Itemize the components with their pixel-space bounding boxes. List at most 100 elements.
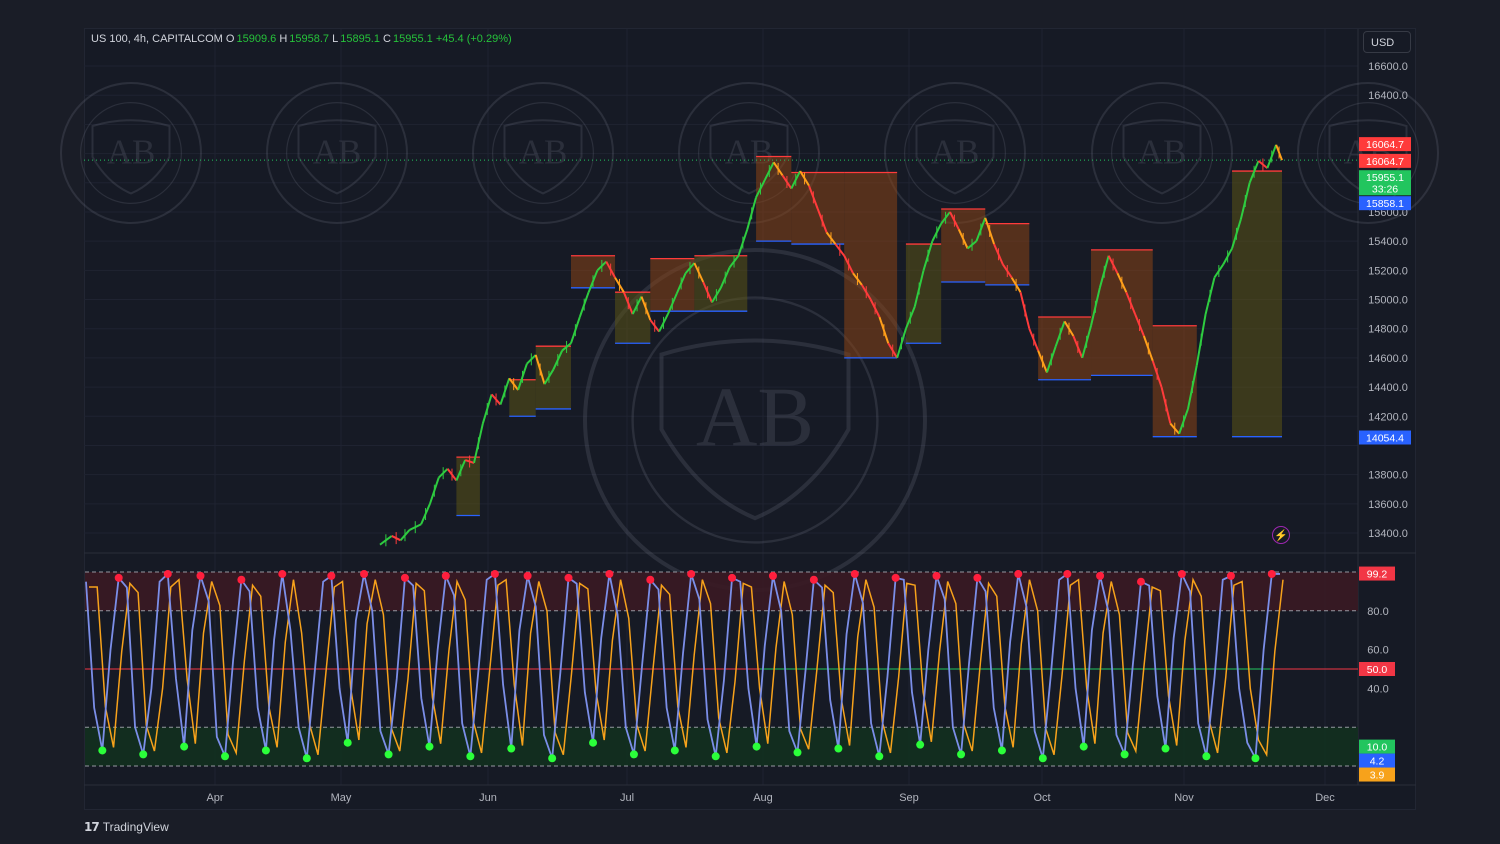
watermark-text: AB bbox=[313, 133, 362, 172]
sr-zone-4 bbox=[615, 292, 651, 344]
signal-sell-dot bbox=[932, 571, 941, 580]
sr-zone-14 bbox=[1091, 249, 1153, 376]
osc-slow-line bbox=[89, 577, 1284, 758]
price-tag-text: 14054.4 bbox=[1366, 432, 1404, 444]
price-tick: 15000.0 bbox=[1368, 295, 1408, 307]
watermark-small-4: AB bbox=[884, 82, 1026, 224]
tradingview-logo[interactable]: 𝟭𝟳 TradingView bbox=[84, 820, 169, 834]
price-tag-text: 33:26 bbox=[1372, 183, 1398, 195]
oscillator-panel: 80.060.040.00.099.250.010.04.23.9 bbox=[85, 566, 1395, 782]
sr-zone-2 bbox=[535, 346, 571, 409]
price-tick: 13800.0 bbox=[1368, 470, 1408, 482]
open-value: 15909.6 bbox=[236, 33, 277, 45]
lightning-icon[interactable]: ⚡ bbox=[1272, 526, 1290, 544]
osc-tag bbox=[1359, 767, 1395, 782]
signal-buy-dot bbox=[1161, 744, 1170, 753]
tv-logo-text: TradingView bbox=[102, 820, 169, 834]
price-tag-text: 16064.7 bbox=[1366, 156, 1404, 168]
watermark-text: AB bbox=[931, 133, 980, 172]
watermark-small-5: AB bbox=[1091, 82, 1233, 224]
signal-sell-dot bbox=[646, 575, 655, 584]
price-scale: 16600.016400.015600.015400.015200.015000… bbox=[1359, 61, 1411, 540]
signal-buy-dot bbox=[1038, 754, 1047, 763]
signal-sell-dot bbox=[237, 575, 246, 584]
time-label: Apr bbox=[206, 792, 223, 804]
signal-sell-dot bbox=[1177, 569, 1186, 578]
time-label: Dec bbox=[1315, 792, 1335, 804]
osc-tag bbox=[1359, 753, 1395, 768]
price-tick: 14400.0 bbox=[1368, 382, 1408, 394]
price-tick: 14600.0 bbox=[1368, 353, 1408, 365]
signal-sell-dot bbox=[523, 571, 532, 580]
sr-zone-11 bbox=[941, 209, 986, 282]
change-value: +45.4 (+0.29%) bbox=[435, 33, 512, 45]
signal-sell-dot bbox=[163, 569, 172, 578]
sr-zone-0 bbox=[456, 457, 480, 516]
signal-buy-dot bbox=[589, 738, 598, 747]
watermark-small-2: AB bbox=[472, 82, 614, 224]
signal-buy-dot bbox=[997, 746, 1006, 755]
signal-buy-dot bbox=[1120, 750, 1129, 759]
signal-buy-dot bbox=[425, 742, 434, 751]
price-tick: 14200.0 bbox=[1368, 411, 1408, 423]
osc-tag bbox=[1359, 662, 1395, 676]
signal-sell-dot bbox=[441, 571, 450, 580]
signal-sell-dot bbox=[196, 571, 205, 580]
signal-buy-dot bbox=[629, 750, 638, 759]
price-tick: 15200.0 bbox=[1368, 265, 1408, 277]
signal-sell-dot bbox=[768, 571, 777, 580]
time-label: Jul bbox=[620, 792, 634, 804]
osc-tag-text: 50.0 bbox=[1367, 664, 1388, 676]
osc-tag-text: 4.2 bbox=[1370, 756, 1385, 768]
tv-logo-icon: 𝟭𝟳 bbox=[84, 820, 100, 834]
price-series bbox=[379, 144, 1283, 547]
osc-tick: 80.0 bbox=[1367, 606, 1388, 618]
signal-sell-dot bbox=[687, 569, 696, 578]
signal-sell-dot bbox=[564, 573, 573, 582]
price-tick: 13600.0 bbox=[1368, 499, 1408, 511]
open-label: O bbox=[225, 33, 235, 45]
price-tick: 16400.0 bbox=[1368, 90, 1408, 102]
osc-tag bbox=[1359, 566, 1395, 581]
signal-buy-dot bbox=[548, 754, 557, 763]
signal-sell-dot bbox=[278, 569, 287, 578]
currency-button[interactable]: USD bbox=[1363, 31, 1411, 53]
close-value: 15955.1 bbox=[393, 33, 433, 45]
signal-sell-dot bbox=[809, 575, 818, 584]
time-label: Aug bbox=[753, 792, 773, 804]
signal-buy-dot bbox=[221, 752, 230, 761]
price-tag bbox=[1359, 181, 1411, 196]
osc-tick: 40.0 bbox=[1367, 683, 1388, 695]
signal-buy-dot bbox=[507, 744, 516, 753]
signal-sell-dot bbox=[605, 569, 614, 578]
symbol-name: US 100, 4h, CAPITALCOM bbox=[91, 33, 223, 45]
watermark-text: AB bbox=[696, 371, 814, 465]
price-tick: 15400.0 bbox=[1368, 236, 1408, 248]
signal-sell-dot bbox=[360, 569, 369, 578]
signal-sell-dot bbox=[490, 569, 499, 578]
osc-tag-text: 10.0 bbox=[1367, 742, 1388, 754]
close-label: C bbox=[383, 33, 391, 45]
price-tag bbox=[1359, 196, 1411, 211]
signal-buy-dot bbox=[793, 748, 802, 757]
osc-fast-line bbox=[85, 570, 1280, 762]
signal-sell-dot bbox=[114, 573, 123, 582]
oversold-zone bbox=[85, 727, 1358, 766]
sr-zone-6 bbox=[694, 255, 748, 312]
signal-buy-dot bbox=[670, 746, 679, 755]
osc-tick: 60.0 bbox=[1367, 645, 1388, 657]
sr-zone-16 bbox=[1232, 171, 1282, 437]
signal-buy-dot bbox=[139, 750, 148, 759]
watermark-small-1: AB bbox=[266, 82, 408, 224]
signal-buy-dot bbox=[875, 752, 884, 761]
osc-tag-text: 99.2 bbox=[1367, 569, 1388, 581]
signal-buy-dot bbox=[1251, 754, 1260, 763]
signal-sell-dot bbox=[850, 569, 859, 578]
signal-sell-dot bbox=[400, 573, 409, 582]
signal-buy-dot bbox=[834, 744, 843, 753]
time-label: Jun bbox=[479, 792, 497, 804]
time-axis: Apr May Jun Jul Aug Sep Oct Nov Dec bbox=[206, 792, 1335, 804]
osc-tag bbox=[1359, 739, 1395, 754]
low-label: L bbox=[332, 33, 339, 45]
